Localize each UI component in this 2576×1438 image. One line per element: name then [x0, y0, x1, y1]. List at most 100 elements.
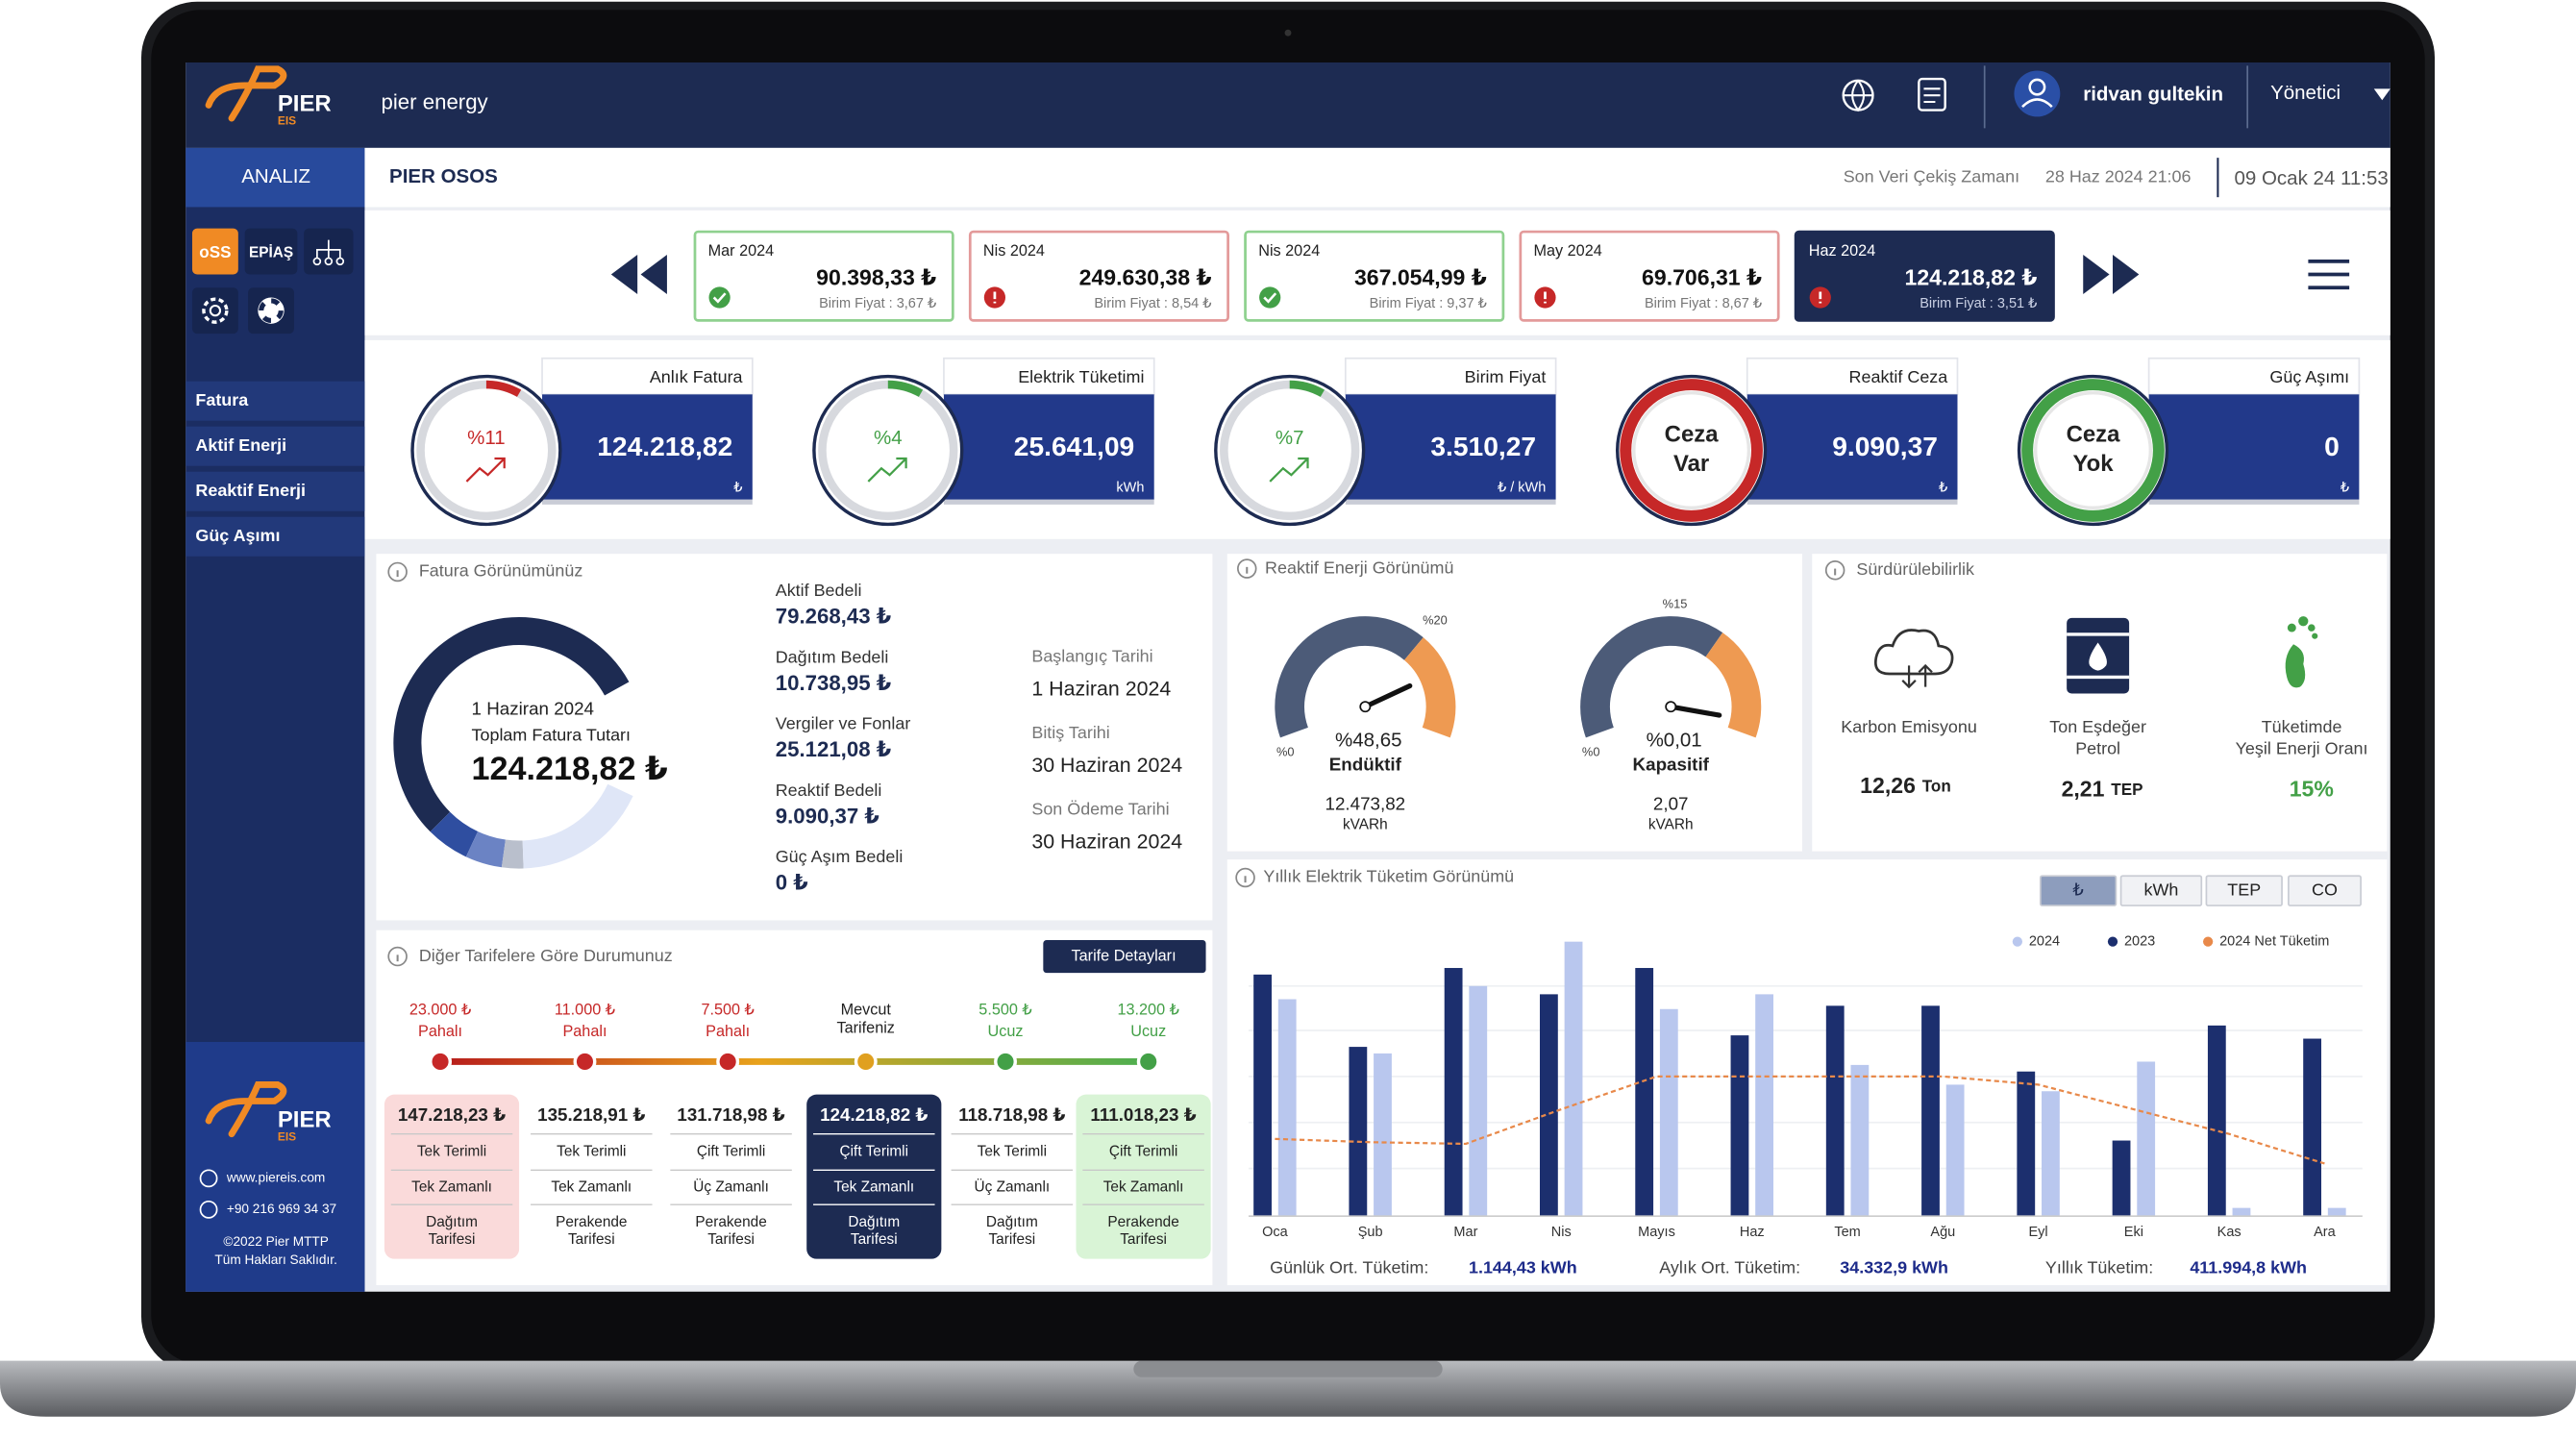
- month-card[interactable]: [1519, 230, 1780, 322]
- bar: [1540, 994, 1558, 1217]
- tariff-line: Dağıtım: [426, 1214, 478, 1230]
- gauge-percent: %0,01: [1647, 730, 1702, 752]
- next-arrow[interactable]: [2083, 255, 2140, 295]
- kpi-shadow: [1746, 499, 1958, 505]
- date-value: 1 Haziran 2024: [1031, 678, 1171, 701]
- kpi-box: [943, 394, 1154, 500]
- unit-tab[interactable]: [2119, 875, 2203, 906]
- tariff-button[interactable]: [1043, 939, 1206, 974]
- language-icon: [1843, 80, 1873, 112]
- invoice-item-value: 79.268,43 ₺: [776, 605, 891, 629]
- month-label: Haz 2024: [1809, 242, 1875, 260]
- month-card[interactable]: [1794, 230, 2055, 322]
- unit-tab-label: ₺: [2072, 880, 2083, 899]
- unit-tab-label: kWh: [2143, 880, 2178, 899]
- web-icon: [199, 1169, 218, 1188]
- gauge-value: 12.473,82: [1325, 794, 1406, 814]
- tariff-line: Çift Terimli: [840, 1144, 908, 1160]
- tariff-amount: 135.218,91 ₺: [537, 1104, 645, 1125]
- page-title: PIER OSOS: [389, 165, 498, 187]
- gauge-unit: kVARh: [1648, 816, 1694, 832]
- date-value: 30 Haziran 2024: [1031, 831, 1182, 854]
- menu-item[interactable]: [186, 516, 365, 557]
- tariff-scale-price: 11.000 ₺: [555, 1002, 615, 1019]
- kpi-unit: ₺: [2341, 481, 2349, 496]
- month-card[interactable]: [693, 230, 954, 322]
- tariff-scale-price: 5.500 ₺: [978, 1002, 1031, 1019]
- kpi-badge: Var: [1673, 451, 1709, 477]
- bar: [2112, 1140, 2131, 1217]
- x-tick-label: Nis: [1551, 1225, 1572, 1240]
- tariff-line: Dağıtım: [848, 1214, 900, 1230]
- x-tick-label: Eyl: [2029, 1225, 2048, 1240]
- kpi-box: [542, 394, 753, 500]
- logo-mark: [205, 65, 287, 122]
- kpi-value: 9.090,37: [1832, 431, 1938, 461]
- bar: [1444, 968, 1463, 1217]
- month-card[interactable]: [968, 230, 1229, 322]
- tool-button[interactable]: [191, 287, 238, 335]
- gauge-arc: [1275, 616, 1424, 738]
- kpi-title: Güç Aşımı: [2269, 367, 2349, 386]
- invoice-item-value: 0 ₺: [776, 871, 808, 895]
- metric-value: 15%: [2290, 776, 2334, 801]
- prev-arrow[interactable]: [610, 255, 667, 295]
- gauge-needle: [1362, 682, 1413, 709]
- tariff-line: Tarifesi: [989, 1231, 1036, 1248]
- kpi-box: [1345, 394, 1556, 500]
- tool-button[interactable]: [244, 228, 298, 275]
- info-icon: [387, 561, 408, 583]
- gauge-min: %0: [1582, 744, 1600, 758]
- kpi-title: Elektrik Tüketimi: [1018, 367, 1144, 386]
- tariff-line: Üç Zamanlı: [693, 1178, 769, 1195]
- legend-label: 2024: [2029, 934, 2060, 950]
- menu-label: Aktif Enerji: [195, 435, 286, 455]
- kpi-ring: [1632, 390, 1751, 510]
- tariff-card: [524, 1094, 659, 1259]
- unit-tab[interactable]: [2205, 875, 2283, 906]
- gauge-max: %15: [1663, 597, 1688, 611]
- menu-label: Fatura: [195, 390, 249, 409]
- tool-button[interactable]: [191, 228, 238, 275]
- x-tick-label: Tem: [1834, 1225, 1860, 1240]
- summary-label: Yıllık Tüketim:: [2045, 1258, 2153, 1277]
- bar: [1253, 974, 1272, 1217]
- notes-icon: [1923, 87, 1941, 104]
- logo-sub: EIS: [278, 114, 296, 128]
- month-label: Mar 2024: [708, 242, 775, 260]
- gauge-arc: [1580, 616, 1723, 738]
- bar: [1564, 941, 1583, 1217]
- tariff-dot: [994, 1050, 1017, 1074]
- metric-label: Yeşil Enerji Oranı: [2236, 738, 2368, 757]
- kpi-ring-arc: [887, 380, 924, 398]
- month-unit-price: Birim Fiyat : 3,67 ₺: [819, 296, 936, 311]
- panel-title: Sürdürülebilirlik: [1856, 559, 1974, 579]
- month-unit-price: Birim Fiyat : 9,37 ₺: [1370, 296, 1487, 311]
- month-amount: 249.630,38 ₺: [1079, 265, 1212, 290]
- x-tick-label: Ağu: [1930, 1225, 1955, 1240]
- top-bar: [186, 62, 2390, 148]
- kpi-title: Birim Fiyat: [1465, 367, 1547, 386]
- tariff-line: Tek Terimli: [417, 1144, 486, 1160]
- unit-tab[interactable]: [2039, 875, 2118, 906]
- x-tick-label: Mar: [1453, 1225, 1477, 1240]
- month-card[interactable]: [1244, 230, 1505, 322]
- role-caret[interactable]: [2373, 88, 2390, 101]
- unit-tab[interactable]: [2288, 875, 2362, 906]
- menu-item[interactable]: [186, 381, 365, 421]
- tariff-line: Tek Zamanlı: [411, 1178, 492, 1195]
- unit-tab-label: CO: [2312, 880, 2338, 899]
- tariff-card: [944, 1094, 1079, 1259]
- menu-item[interactable]: [186, 471, 365, 511]
- notes-icon[interactable]: [1918, 77, 1946, 112]
- info-icon: [1237, 558, 1257, 579]
- line: [1275, 1075, 2325, 1165]
- tariff-scale-label: Ucuz: [1130, 1023, 1166, 1040]
- donut-segment: [393, 617, 630, 832]
- info-icon: [387, 946, 408, 967]
- bar: [2327, 1207, 2346, 1217]
- status-icon: [1259, 286, 1281, 309]
- summary-value: 411.994,8 kWh: [2190, 1258, 2307, 1277]
- menu-item[interactable]: [186, 426, 365, 466]
